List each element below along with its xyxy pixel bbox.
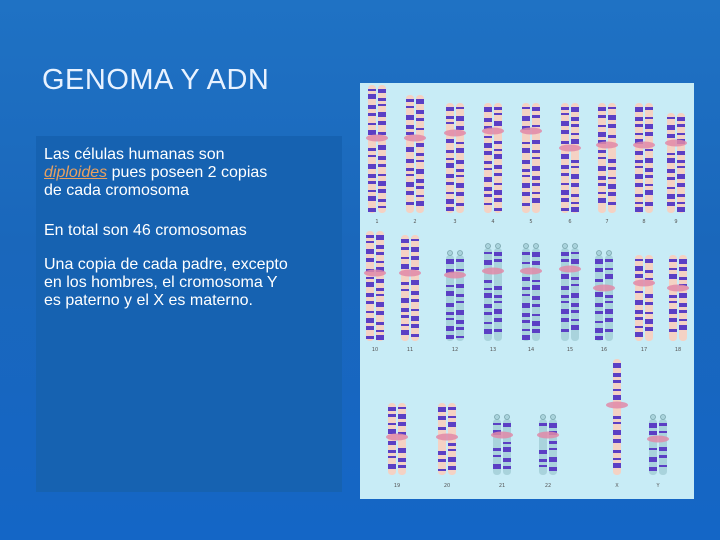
chromosome-label-5: 5 <box>529 219 532 225</box>
paragraph-parents-line3: es paterno y el X es materno. <box>44 292 253 309</box>
paragraph-diploid-line1: Las células humanas son <box>44 146 225 163</box>
paragraph-parents-line1: Una copia de cada padre, excepto <box>44 256 288 273</box>
chromosome-pair-7: 7 <box>596 103 618 225</box>
chromosome-label-3: 3 <box>453 219 456 225</box>
chromosome-label-16: 16 <box>601 347 607 353</box>
chromosome-pair-19: 19 <box>386 403 408 489</box>
chromosome-pair-15: 15 <box>559 243 581 353</box>
chromosome-label-X: X <box>615 483 619 489</box>
chromosome-label-4: 4 <box>491 219 494 225</box>
diploid-term: diploides <box>44 164 108 181</box>
chromosome-pair-21: 21 <box>491 414 513 489</box>
chromosome-label-20: 20 <box>444 483 450 489</box>
paragraph-diploid-line2: pues poseen 2 copias <box>107 164 268 181</box>
chromosome-pair-1: 1 <box>366 85 388 225</box>
chromosome-label-6: 6 <box>568 219 571 225</box>
paragraph-diploid-line3: de cada cromosoma <box>44 182 189 199</box>
chromosome-label-21: 21 <box>499 483 505 489</box>
chromosome-label-19: 19 <box>394 483 400 489</box>
chromosome-pair-Y: Y <box>647 414 669 489</box>
chromosome-pair-8: 8 <box>633 103 655 225</box>
chromosome-pair-13: 13 <box>482 243 504 353</box>
chromosome-label-14: 14 <box>528 347 534 353</box>
chromosome-label-9: 9 <box>674 219 677 225</box>
chromosome-label-7: 7 <box>605 219 608 225</box>
chromosome-pair-16: 16 <box>593 250 615 353</box>
chromosome-pair-2: 2 <box>404 95 426 225</box>
paragraph-parents: Una copia de cada padre, excepto en los … <box>44 256 342 310</box>
chromosome-label-17: 17 <box>641 347 647 353</box>
chromosome-label-13: 13 <box>490 347 496 353</box>
chromosome-pair-14: 14 <box>520 243 542 353</box>
karyotype-image: 1 2 3 4 5 6 7 8 9 10 11 12 13 14 15 16 17 18 19 20 21 22 X Y <box>360 83 694 499</box>
chromosome-pair-6: 6 <box>559 103 581 225</box>
chromosome-label-22: 22 <box>545 483 551 489</box>
chromosome-label-18: 18 <box>675 347 681 353</box>
chromosome-pair-10: 10 <box>364 231 386 353</box>
chromosome-pair-5: 5 <box>520 103 542 225</box>
chromosome-label-Y: Y <box>655 483 660 489</box>
paragraph-parents-line2: en los hombres, el cromosoma Y <box>44 274 278 291</box>
chromosome-label-11: 11 <box>407 347 413 353</box>
slide-title: GENOMA Y ADN <box>42 64 270 96</box>
chromosome-pair-17: 17 <box>633 255 655 353</box>
chromosome-label-12: 12 <box>452 347 458 353</box>
paragraph-total: En total son 46 cromosomas <box>44 222 247 239</box>
chromosome-label-1: 1 <box>375 219 378 225</box>
chromosome-pair-9: 9 <box>665 113 687 225</box>
chromosome-pair-11: 11 <box>399 235 421 353</box>
text-panel: Las células humanas son diploides pues p… <box>36 136 342 492</box>
chromosome-pair-X: X <box>606 359 628 489</box>
chromosome-pair-20: 20 <box>436 403 458 489</box>
chromosome-pair-12: 12 <box>444 250 466 353</box>
chromosome-pair-18: 18 <box>667 255 689 353</box>
chromosome-label-8: 8 <box>642 219 645 225</box>
paragraph-diploid: Las células humanas son diploides pues p… <box>44 146 342 200</box>
chromosome-label-10: 10 <box>372 347 378 353</box>
chromosome-label-15: 15 <box>567 347 573 353</box>
chromosome-label-2: 2 <box>413 219 416 225</box>
chromosome-pair-4: 4 <box>482 103 504 225</box>
chromosome-pair-22: 22 <box>537 414 559 489</box>
chromosome-pair-3: 3 <box>444 103 466 225</box>
